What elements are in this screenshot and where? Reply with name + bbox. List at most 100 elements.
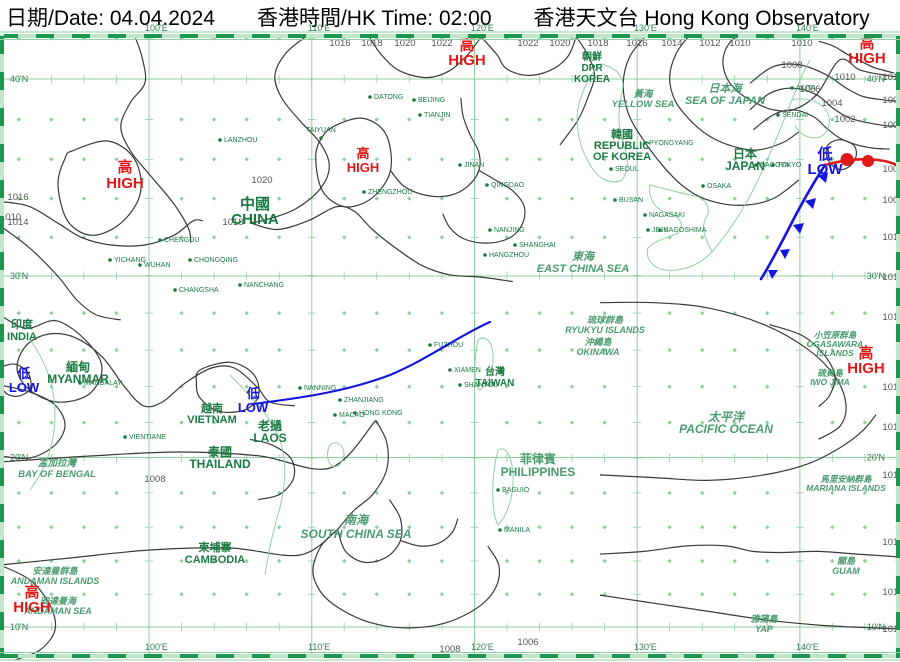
svg-text:BUSAN: BUSAN bbox=[619, 197, 643, 204]
svg-text:1006: 1006 bbox=[799, 84, 820, 95]
svg-text:OF KOREA: OF KOREA bbox=[593, 151, 651, 163]
svg-text:高: 高 bbox=[356, 146, 369, 161]
svg-text:朝鮮: 朝鮮 bbox=[582, 50, 602, 63]
svg-text:PYONGYANG: PYONGYANG bbox=[649, 140, 694, 147]
svg-text:東海: 東海 bbox=[572, 250, 596, 263]
svg-text:130'E: 130'E bbox=[634, 642, 657, 652]
svg-text:WUHAN: WUHAN bbox=[144, 262, 170, 269]
svg-text:YICHANG: YICHANG bbox=[114, 257, 146, 264]
svg-text:南海: 南海 bbox=[344, 513, 370, 527]
svg-text:HIGH: HIGH bbox=[13, 599, 51, 616]
svg-text:CHENGDU: CHENGDU bbox=[164, 237, 199, 244]
svg-text:雅蒲島: 雅蒲島 bbox=[750, 614, 778, 624]
svg-text:CHINA: CHINA bbox=[231, 211, 279, 228]
svg-text:SEA OF JAPAN: SEA OF JAPAN bbox=[685, 95, 766, 107]
svg-text:30'N: 30'N bbox=[10, 271, 28, 281]
svg-text:EAST CHINA SEA: EAST CHINA SEA bbox=[537, 263, 630, 275]
svg-text:THAILAND: THAILAND bbox=[189, 457, 251, 471]
svg-text:MANILA: MANILA bbox=[504, 527, 530, 534]
svg-text:40'N: 40'N bbox=[10, 74, 28, 84]
svg-text:10'N: 10'N bbox=[10, 622, 28, 632]
svg-text:SHANGHAI: SHANGHAI bbox=[519, 242, 556, 249]
svg-text:LOW: LOW bbox=[808, 161, 844, 178]
svg-text:100'E: 100'E bbox=[145, 642, 168, 652]
svg-text:ISLANDS: ISLANDS bbox=[816, 348, 854, 358]
svg-text:1004: 1004 bbox=[821, 98, 842, 109]
svg-text:CAMBODIA: CAMBODIA bbox=[185, 554, 246, 566]
svg-text:1010: 1010 bbox=[834, 72, 855, 83]
svg-text:HIGH: HIGH bbox=[106, 175, 144, 192]
svg-text:HIGH: HIGH bbox=[448, 52, 486, 69]
svg-text:NANCHANG: NANCHANG bbox=[244, 282, 284, 289]
svg-text:JINAN: JINAN bbox=[464, 162, 484, 169]
svg-text:YELLOW SEA: YELLOW SEA bbox=[612, 99, 675, 110]
svg-text:PHILIPPINES: PHILIPPINES bbox=[501, 465, 576, 479]
svg-text:安達曼群島: 安達曼群島 bbox=[32, 566, 78, 576]
svg-text:1002: 1002 bbox=[834, 114, 855, 125]
svg-text:JAPAN: JAPAN bbox=[725, 159, 765, 173]
svg-text:日本海: 日本海 bbox=[709, 82, 744, 95]
svg-text:孟加拉灣: 孟加拉灣 bbox=[38, 457, 78, 469]
svg-text:低: 低 bbox=[245, 386, 259, 401]
svg-text:110'E: 110'E bbox=[308, 642, 330, 652]
svg-text:QINGDAO: QINGDAO bbox=[491, 182, 525, 189]
svg-text:1006: 1006 bbox=[517, 637, 538, 648]
svg-text:OSAKA: OSAKA bbox=[707, 183, 731, 190]
svg-text:NAGASAKI: NAGASAKI bbox=[649, 212, 685, 219]
svg-text:ZHANJIANG: ZHANJIANG bbox=[344, 397, 384, 404]
svg-text:NANJING: NANJING bbox=[494, 227, 525, 234]
svg-text:低: 低 bbox=[16, 366, 30, 381]
svg-text:HONG KONG: HONG KONG bbox=[359, 410, 403, 417]
svg-text:LOW: LOW bbox=[238, 400, 269, 415]
svg-text:INDIA: INDIA bbox=[7, 331, 37, 343]
svg-text:DATONG: DATONG bbox=[374, 94, 403, 101]
svg-text:柬埔寨: 柬埔寨 bbox=[199, 540, 232, 554]
svg-text:KOREA: KOREA bbox=[574, 74, 610, 85]
svg-text:菲律賓: 菲律賓 bbox=[520, 451, 556, 466]
svg-text:BAGUIO: BAGUIO bbox=[502, 487, 530, 494]
svg-text:台灣: 台灣 bbox=[485, 365, 505, 378]
svg-text:高: 高 bbox=[117, 158, 132, 176]
svg-text:LANZHOU: LANZHOU bbox=[224, 137, 257, 144]
svg-text:120'E: 120'E bbox=[471, 642, 494, 652]
svg-text:CHONGQING: CHONGQING bbox=[194, 257, 238, 264]
svg-text:琉球群島: 琉球群島 bbox=[587, 315, 624, 325]
svg-text:BEIJING: BEIJING bbox=[418, 97, 445, 104]
svg-text:HIGH: HIGH bbox=[848, 50, 886, 67]
svg-text:TIANJIN: TIANJIN bbox=[424, 112, 450, 119]
svg-text:TAIWAN: TAIWAN bbox=[476, 378, 515, 389]
svg-text:ZHENGZHOU: ZHENGZHOU bbox=[368, 189, 412, 196]
svg-text:GUAM: GUAM bbox=[832, 566, 860, 576]
svg-text:140'E: 140'E bbox=[796, 642, 819, 652]
svg-text:YAP: YAP bbox=[755, 624, 774, 634]
svg-text:HANGZHOU: HANGZHOU bbox=[489, 252, 529, 259]
svg-text:MARIANA ISLANDS: MARIANA ISLANDS bbox=[806, 483, 886, 493]
svg-text:HIGH: HIGH bbox=[847, 360, 885, 377]
svg-text:LOW: LOW bbox=[9, 380, 40, 395]
svg-text:1020: 1020 bbox=[251, 175, 272, 186]
svg-text:OKINAWA: OKINAWA bbox=[576, 347, 619, 357]
svg-text:HIGH: HIGH bbox=[347, 160, 380, 175]
svg-text:RYUKYU ISLANDS: RYUKYU ISLANDS bbox=[565, 325, 645, 335]
svg-text:ANDAMAN ISLANDS: ANDAMAN ISLANDS bbox=[10, 576, 100, 586]
svg-text:XIAMEN: XIAMEN bbox=[454, 367, 481, 374]
svg-text:TAIYUAN: TAIYUAN bbox=[306, 127, 336, 134]
svg-text:關島: 關島 bbox=[837, 556, 856, 566]
svg-text:1008: 1008 bbox=[781, 60, 802, 71]
svg-text:韓國: 韓國 bbox=[611, 127, 633, 141]
svg-text:越南: 越南 bbox=[200, 401, 223, 415]
svg-text:VIETNAM: VIETNAM bbox=[187, 414, 237, 426]
svg-text:PACIFIC OCEAN: PACIFIC OCEAN bbox=[679, 422, 773, 436]
svg-text:CHANGSHA: CHANGSHA bbox=[179, 287, 219, 294]
svg-text:1008: 1008 bbox=[439, 644, 460, 655]
svg-text:BAY OF BENGAL: BAY OF BENGAL bbox=[18, 469, 96, 480]
svg-text:VIENTIANE: VIENTIANE bbox=[129, 434, 166, 441]
svg-text:SEOUL: SEOUL bbox=[615, 166, 639, 173]
svg-text:20'N: 20'N bbox=[867, 453, 885, 463]
svg-text:印度: 印度 bbox=[11, 317, 34, 331]
svg-text:DPR: DPR bbox=[581, 63, 603, 74]
svg-text:沖繩島: 沖繩島 bbox=[584, 337, 612, 347]
svg-text:MYANMAR: MYANMAR bbox=[47, 372, 109, 386]
svg-text:KAGOSHIMA: KAGOSHIMA bbox=[664, 227, 707, 234]
svg-text:SOUTH CHINA SEA: SOUTH CHINA SEA bbox=[301, 527, 412, 541]
